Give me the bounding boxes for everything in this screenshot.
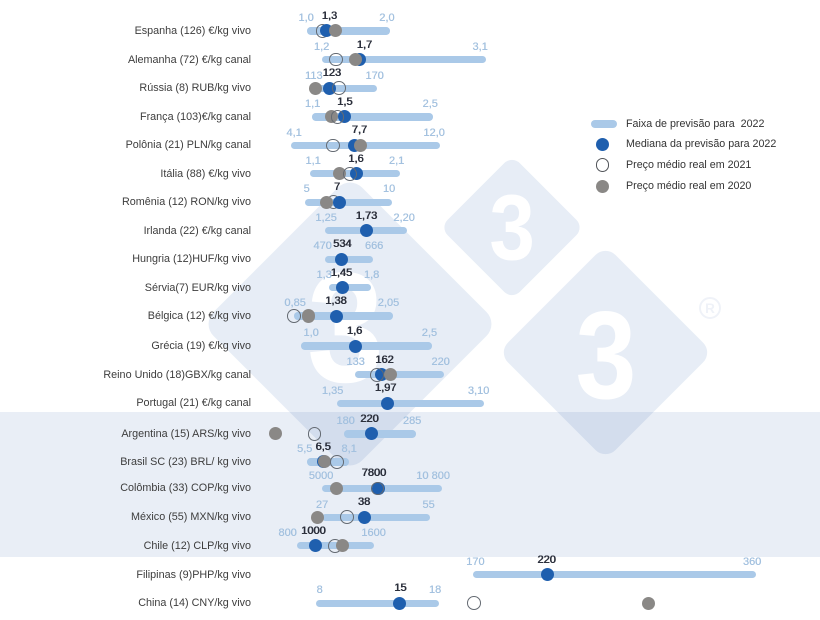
svg-text:R: R [705,301,715,316]
svg-text:3: 3 [489,176,535,280]
svg-text:3: 3 [576,285,637,424]
svg-text:3: 3 [307,240,384,415]
